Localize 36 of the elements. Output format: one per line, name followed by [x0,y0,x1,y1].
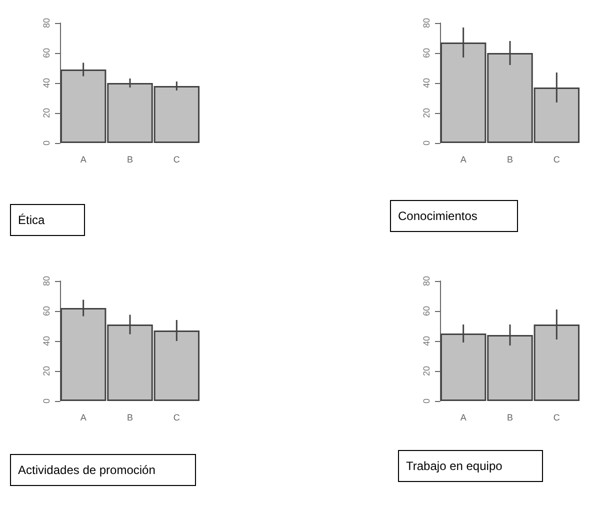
y-tick-label: 0 [422,140,432,146]
y-tick-label: 0 [42,398,52,404]
y-tick-label: 60 [422,306,432,316]
x-tick-label: C [553,154,560,164]
x-tick-label: B [126,412,134,422]
x-tick-label: C [553,412,560,422]
y-tick-label: 40 [42,78,52,88]
y-tick-label: 20 [42,108,52,118]
y-tick-label: 60 [422,48,432,58]
x-tick-label: A [460,412,466,422]
x-tick-label: B [506,412,514,422]
y-tick-label: 40 [42,336,52,346]
y-tick-label: 0 [422,398,432,404]
y-tick-label: 20 [42,366,52,376]
y-tick-label: 80 [422,276,432,286]
x-tick-label: A [80,154,86,164]
text: Conocimientos [398,209,478,223]
y-tick-label: 80 [42,18,52,28]
text: Actividades de promoción [18,463,156,477]
y-tick-label: 80 [42,276,52,286]
x-tick-label: C [173,154,180,164]
y-tick-label: 40 [422,336,432,346]
y-tick-label: 60 [42,48,52,58]
x-tick-label: B [506,154,514,164]
y-tick-label: 0 [42,140,52,146]
y-tick-label: 60 [42,306,52,316]
x-tick-label: A [460,154,466,164]
x-tick-label: A [80,412,86,422]
y-tick-label: 20 [422,366,432,376]
text: Trabajo en equipo [406,459,503,473]
x-tick-label: B [126,154,134,164]
y-tick-label: 80 [422,18,432,28]
y-tick-label: 20 [422,108,432,118]
y-tick-label: 40 [422,78,432,88]
text: Ética [18,213,46,227]
x-tick-label: C [173,412,180,422]
